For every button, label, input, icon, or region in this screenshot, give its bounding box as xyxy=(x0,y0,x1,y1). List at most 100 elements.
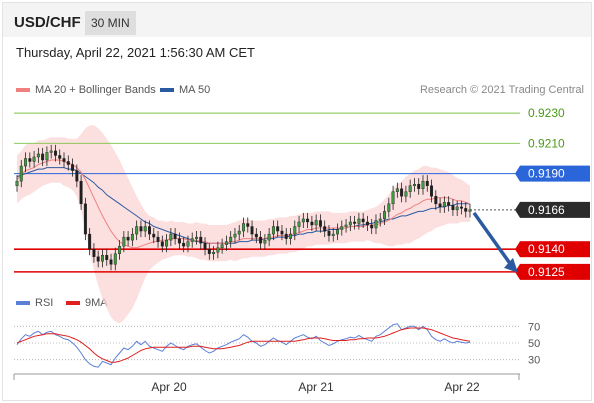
candle xyxy=(383,205,386,226)
candle-body xyxy=(387,203,391,212)
candle xyxy=(83,197,87,241)
candle xyxy=(186,235,190,253)
candle-body xyxy=(276,226,280,232)
candle xyxy=(391,185,395,210)
candle xyxy=(79,175,83,210)
level-tag-2 xyxy=(520,165,590,182)
candle-body xyxy=(62,158,66,162)
candle-body xyxy=(66,161,70,165)
candle xyxy=(254,228,258,244)
candle xyxy=(348,215,352,232)
candle-body xyxy=(284,233,288,239)
candle xyxy=(207,243,211,260)
legend-9ma: 9MA xyxy=(66,297,108,309)
rsi-ma9-line xyxy=(16,327,471,363)
candle xyxy=(323,220,327,238)
candle xyxy=(130,228,134,247)
candle-body xyxy=(318,220,322,227)
candle-body xyxy=(105,255,109,260)
candle xyxy=(447,196,451,212)
candle-body xyxy=(143,226,147,232)
candle xyxy=(160,235,164,253)
candle xyxy=(19,159,23,188)
candle-body xyxy=(53,150,57,156)
candle xyxy=(259,231,263,250)
candle-body xyxy=(391,191,395,205)
copyright: Research © 2021 Trading Central xyxy=(419,84,584,96)
candle-body xyxy=(327,230,331,236)
candle-body xyxy=(293,226,297,235)
candle-body xyxy=(442,202,446,208)
candle-body xyxy=(19,165,23,182)
candle-body xyxy=(451,205,455,211)
candle-body xyxy=(447,202,451,206)
candle-body xyxy=(92,248,96,257)
candle xyxy=(459,200,463,215)
candle xyxy=(199,231,203,250)
candle xyxy=(289,228,292,245)
x-tick-label: Apr 22 xyxy=(444,380,480,394)
x-tick-label: Apr 21 xyxy=(298,380,334,394)
candle xyxy=(370,218,374,235)
candle xyxy=(336,223,339,241)
candle-body xyxy=(434,196,438,205)
candle-body xyxy=(297,221,301,227)
candle xyxy=(246,217,250,233)
ma20-line xyxy=(16,159,471,249)
candle-body xyxy=(148,226,151,235)
legend-rsi: RSI xyxy=(16,297,53,309)
candle xyxy=(139,220,143,238)
level-tag-arrow-2 xyxy=(515,165,520,182)
candle-body xyxy=(122,236,126,247)
candle xyxy=(113,247,117,271)
candle xyxy=(173,228,177,245)
candle-body xyxy=(207,248,211,254)
candle-body xyxy=(348,221,352,226)
candle xyxy=(62,152,66,168)
candle xyxy=(395,182,399,198)
candle xyxy=(203,237,207,256)
candle xyxy=(430,179,434,203)
level-tag-arrow-3 xyxy=(515,241,520,258)
candle xyxy=(374,214,378,235)
candle-body xyxy=(160,241,164,247)
rsi-line xyxy=(16,323,471,368)
candle-body xyxy=(378,218,382,221)
candle-body xyxy=(237,230,241,235)
candle-body xyxy=(212,252,216,254)
candle xyxy=(280,225,284,241)
legend-ma50-swatch xyxy=(160,88,174,93)
rsi-tick-label: 30 xyxy=(528,355,540,367)
candle xyxy=(318,214,322,233)
candle-body xyxy=(310,221,314,226)
candle xyxy=(331,228,335,242)
candle xyxy=(468,203,472,218)
candle-body xyxy=(182,242,186,247)
candle xyxy=(438,197,442,213)
candle-body xyxy=(417,183,421,189)
candle-body xyxy=(370,224,374,229)
legend-ma50-label: MA 50 xyxy=(179,84,211,96)
candle-body xyxy=(156,236,160,242)
candle-body xyxy=(126,236,130,241)
candle-body xyxy=(412,183,416,186)
candle xyxy=(404,185,408,203)
candle xyxy=(250,220,254,241)
interval-selector[interactable]: 30 MIN xyxy=(85,11,136,35)
legend-ma50: MA 50 xyxy=(160,84,210,96)
candle-body xyxy=(118,245,122,254)
legend-ma20: MA 20 + Bollinger Bands xyxy=(16,84,156,96)
level-tag-4 xyxy=(520,263,590,280)
forecast-arrow-shaft xyxy=(472,211,513,266)
candle xyxy=(314,214,318,232)
candle-body xyxy=(254,233,258,238)
candle-body xyxy=(374,220,378,229)
rsi-tick-label: 70 xyxy=(528,321,540,333)
candle-body xyxy=(169,233,173,241)
candle xyxy=(165,234,169,253)
candle xyxy=(49,144,53,159)
candle-body xyxy=(49,150,53,153)
candle-body xyxy=(259,236,263,244)
candle-body xyxy=(250,226,254,235)
candle-body xyxy=(130,233,134,241)
